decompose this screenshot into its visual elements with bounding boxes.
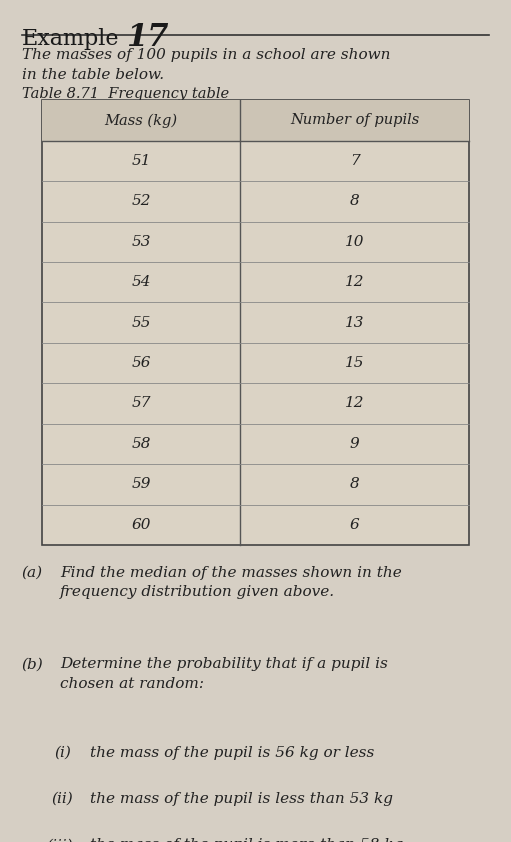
Text: Determine the probability that if a pupil is
chosen at random:: Determine the probability that if a pupi…: [60, 658, 388, 690]
Text: 10: 10: [345, 235, 364, 248]
FancyBboxPatch shape: [42, 100, 469, 141]
Text: (b): (b): [22, 658, 43, 671]
Text: (ii): (ii): [51, 792, 73, 806]
Text: 60: 60: [131, 518, 151, 532]
Text: 12: 12: [345, 275, 364, 289]
Text: Example: Example: [22, 28, 119, 50]
Text: 53: 53: [131, 235, 151, 248]
Text: 58: 58: [131, 437, 151, 450]
Text: 15: 15: [345, 356, 364, 370]
Text: 51: 51: [131, 154, 151, 168]
Text: 8: 8: [350, 195, 359, 208]
Text: 57: 57: [131, 397, 151, 410]
Text: The masses of 100 pupils in a school are shown
in the table below.: The masses of 100 pupils in a school are…: [22, 48, 390, 83]
Text: 6: 6: [350, 518, 359, 532]
FancyBboxPatch shape: [42, 100, 469, 545]
Text: 17: 17: [126, 23, 169, 53]
Text: Find the median of the masses shown in the
frequency distribution given above.: Find the median of the masses shown in t…: [60, 566, 402, 600]
Text: (a): (a): [22, 566, 43, 580]
Text: the mass of the pupil is less than 53 kg: the mass of the pupil is less than 53 kg: [90, 792, 393, 806]
Text: 54: 54: [131, 275, 151, 289]
Text: (i): (i): [55, 746, 72, 759]
Text: (iii): (iii): [46, 839, 73, 842]
Text: 8: 8: [350, 477, 359, 492]
Text: 59: 59: [131, 477, 151, 492]
Text: the mass of the pupil is more than 58 kg.: the mass of the pupil is more than 58 kg…: [90, 839, 408, 842]
Text: 55: 55: [131, 316, 151, 329]
Text: 12: 12: [345, 397, 364, 410]
Text: 9: 9: [350, 437, 359, 450]
Text: 7: 7: [350, 154, 359, 168]
Text: 56: 56: [131, 356, 151, 370]
Text: Mass (kg): Mass (kg): [105, 113, 178, 128]
Text: Number of pupils: Number of pupils: [290, 114, 419, 127]
Text: Table 8.71  Frequency table: Table 8.71 Frequency table: [22, 87, 229, 101]
Text: the mass of the pupil is 56 kg or less: the mass of the pupil is 56 kg or less: [90, 746, 375, 759]
Text: 52: 52: [131, 195, 151, 208]
Text: 13: 13: [345, 316, 364, 329]
